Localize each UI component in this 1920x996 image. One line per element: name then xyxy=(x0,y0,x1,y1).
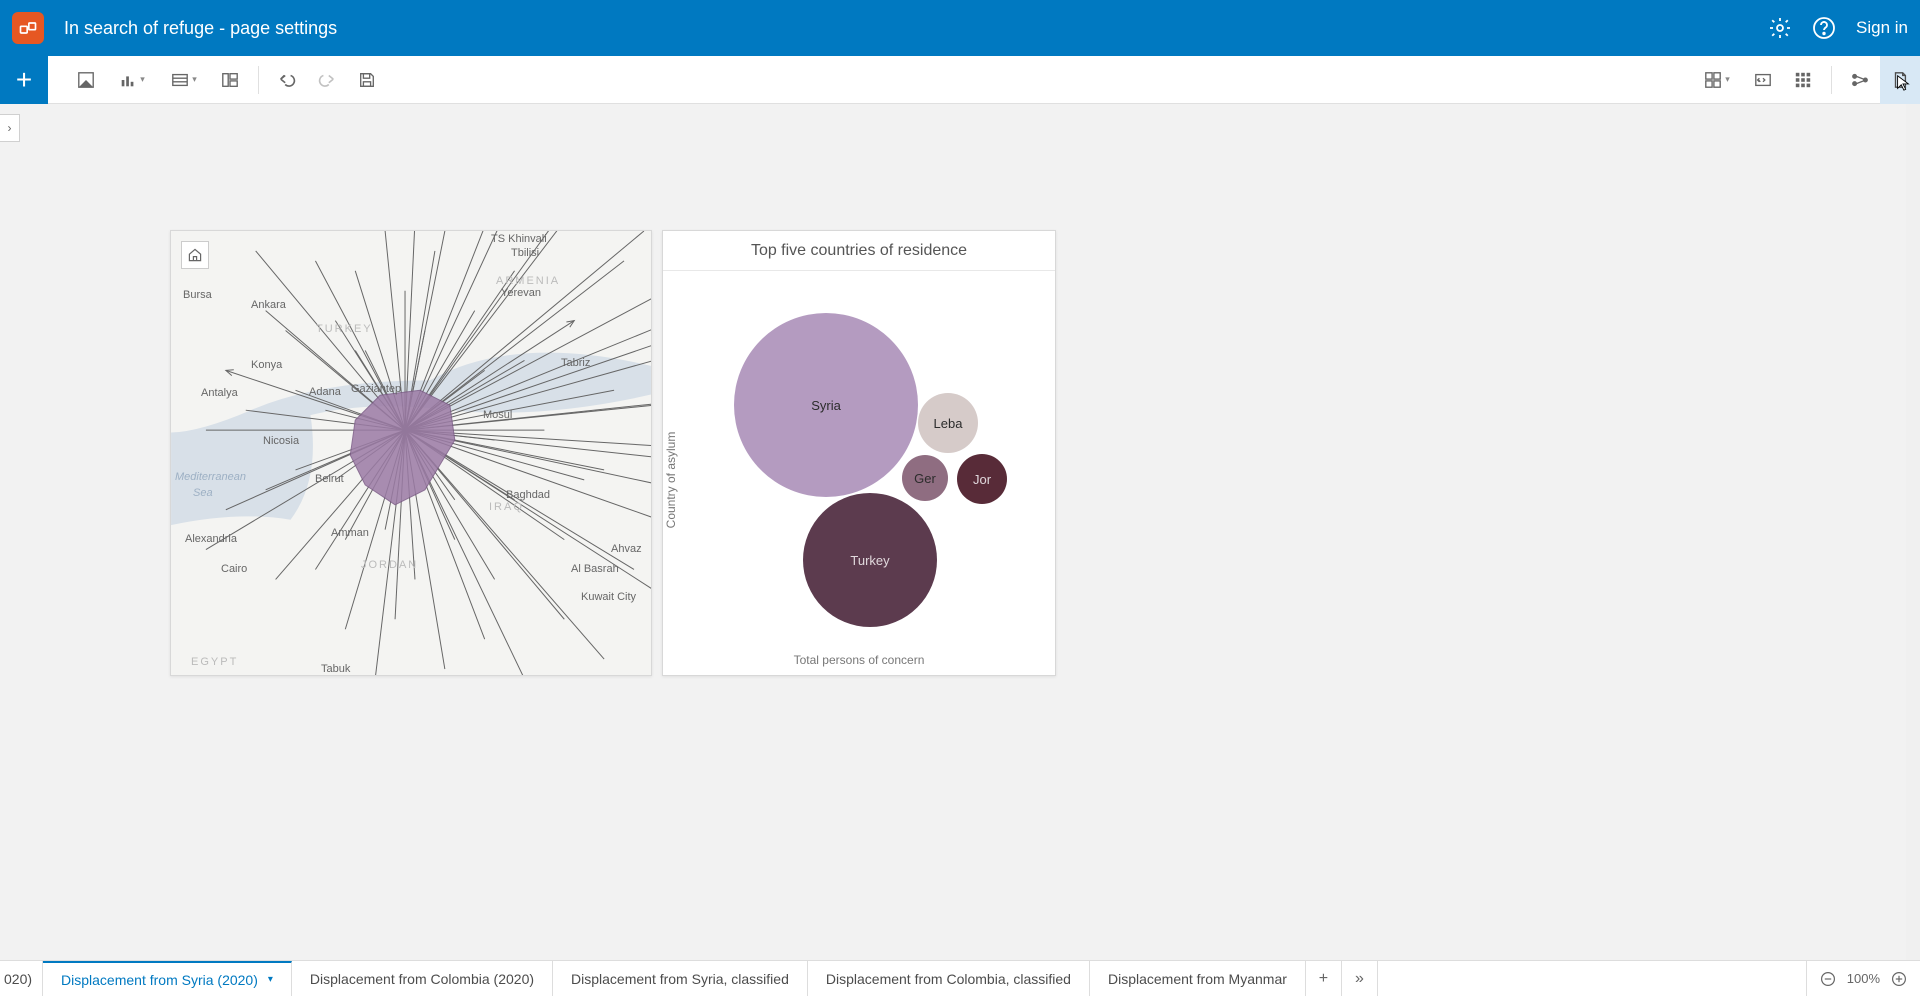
add-page-button[interactable]: + xyxy=(1306,961,1342,996)
page-tab[interactable]: Displacement from Syria (2020)▾ xyxy=(43,961,292,996)
add-button[interactable]: + xyxy=(0,56,48,104)
side-panel-toggle[interactable]: › xyxy=(0,114,20,142)
page-settings-button[interactable] xyxy=(1880,56,1920,104)
map-svg xyxy=(171,231,651,675)
map-card[interactable]: TS KhinvaliTbilisiARMENIAYerevanBursaAnk… xyxy=(170,230,652,676)
save-button[interactable] xyxy=(347,56,387,104)
model-button[interactable] xyxy=(1840,56,1880,104)
help-icon[interactable] xyxy=(1812,16,1836,40)
qr-button[interactable] xyxy=(1783,56,1823,104)
script-button[interactable] xyxy=(1743,56,1783,104)
page-tab[interactable]: Displacement from Colombia, classified xyxy=(808,961,1090,996)
undo-button[interactable] xyxy=(267,56,307,104)
zoom-out-button[interactable] xyxy=(1819,970,1837,988)
chart-y-label: Country of asylum xyxy=(664,432,678,529)
page-title: In search of refuge - page settings xyxy=(64,18,1768,39)
redo-button[interactable] xyxy=(307,56,347,104)
zoom-in-button[interactable] xyxy=(1890,970,1908,988)
chart-body: Country of asylum Total persons of conce… xyxy=(663,271,1055,675)
bubble-syria[interactable]: Syria xyxy=(734,313,918,497)
map-home-button[interactable] xyxy=(181,241,209,269)
page-tab[interactable]: Displacement from Colombia (2020) xyxy=(292,961,553,996)
settings-icon[interactable] xyxy=(1768,16,1792,40)
tab-partial[interactable]: 020) xyxy=(0,961,43,996)
page-tab[interactable]: Displacement from Syria, classified xyxy=(553,961,808,996)
signin-link[interactable]: Sign in xyxy=(1856,18,1908,38)
layout-tool-button[interactable] xyxy=(210,56,250,104)
app-header: In search of refuge - page settings Sign… xyxy=(0,0,1920,56)
chart-tool-button[interactable]: ▾ xyxy=(106,56,158,104)
widgets-button[interactable]: ▾ xyxy=(1691,56,1743,104)
bubble-ger[interactable]: Ger xyxy=(902,455,948,501)
bubble-turkey[interactable]: Turkey xyxy=(803,493,937,627)
chart-x-label: Total persons of concern xyxy=(794,653,925,667)
chart-card[interactable]: Top five countries of residence Country … xyxy=(662,230,1056,676)
table-tool-button[interactable]: ▾ xyxy=(158,56,210,104)
zoom-level: 100% xyxy=(1847,971,1880,986)
tabs-overflow-button[interactable]: » xyxy=(1342,961,1378,996)
page-tab[interactable]: Displacement from Myanmar xyxy=(1090,961,1306,996)
canvas-area[interactable]: › TS KhinvaliTbilisiARMENIAYerevanBursaA… xyxy=(0,104,1920,960)
zoom-controls: 100% xyxy=(1807,961,1920,996)
scrollbar-track[interactable] xyxy=(1906,104,1920,960)
toolbar: + ▾ ▾ ▾ xyxy=(0,56,1920,104)
map-canvas[interactable]: TS KhinvaliTbilisiARMENIAYerevanBursaAnk… xyxy=(171,231,651,675)
chart-title: Top five countries of residence xyxy=(663,231,1055,271)
app-logo xyxy=(12,12,44,44)
map-tool-button[interactable] xyxy=(66,56,106,104)
bubble-jor[interactable]: Jor xyxy=(957,454,1007,504)
page-tabs-bar: 020) Displacement from Syria (2020)▾Disp… xyxy=(0,960,1920,996)
bubble-leba[interactable]: Leba xyxy=(918,393,978,453)
